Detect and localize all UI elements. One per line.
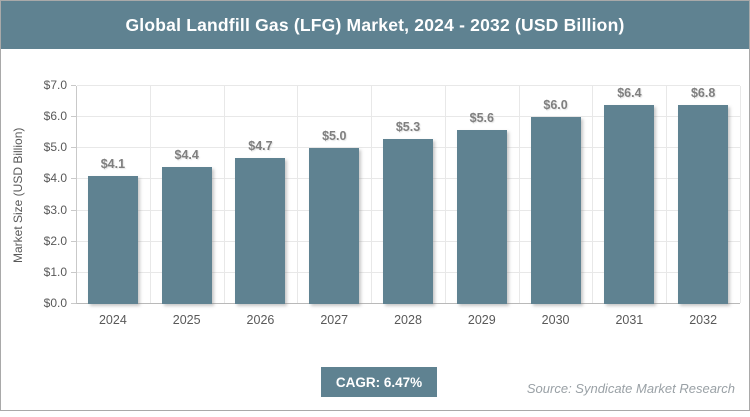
bar-value-label: $6.8	[690, 86, 716, 100]
bar	[678, 105, 729, 304]
bar	[309, 148, 360, 304]
x-tick-label: 2025	[172, 313, 201, 327]
bar-columns: $4.1 $4.4 $4.7 $5.0 $5.3 $5.6 $6.0 $6.4 $6.8	[76, 86, 740, 304]
y-axis-tick	[71, 271, 76, 273]
chart-title: Global Landfill Gas (LFG) Market, 2024 -…	[125, 14, 625, 35]
y-axis-tick	[71, 85, 76, 86]
y-axis-tick	[71, 147, 76, 149]
h-gridline	[77, 116, 740, 118]
bar-column: $4.1	[76, 86, 150, 304]
bar-column: $5.0	[297, 86, 371, 304]
v-gridline	[666, 86, 668, 303]
bar-value-label: $4.1	[100, 157, 126, 172]
bar	[456, 129, 507, 304]
v-gridline	[740, 86, 741, 303]
bar	[530, 117, 581, 304]
v-gridline	[223, 86, 225, 303]
y-tick-label: $6.0	[43, 109, 67, 124]
x-axis-labels: 2024 2025 2026 2027 2028 2029 2030 2031 2032	[76, 313, 740, 327]
v-gridline	[149, 86, 151, 303]
chart-header: Global Landfill Gas (LFG) Market, 2024 -…	[1, 1, 749, 49]
bar-column: $6.0	[519, 86, 593, 304]
bar-column: $6.4	[592, 86, 666, 304]
x-tick-label: 2026	[246, 313, 275, 327]
bar	[235, 157, 286, 304]
x-tick-label: 2027	[320, 313, 349, 327]
bar-value-label: $5.6	[469, 110, 494, 125]
x-tick-label: 2030	[541, 313, 570, 327]
bar	[604, 105, 655, 304]
x-tick-label: 2029	[467, 313, 496, 327]
y-axis-tick	[71, 116, 76, 118]
x-tick-label: 2031	[615, 313, 644, 327]
v-gridline	[444, 86, 446, 303]
v-gridline	[592, 86, 594, 303]
bar-value-label: $6.4	[617, 86, 642, 100]
h-gridline	[77, 85, 740, 86]
v-gridline	[297, 86, 299, 303]
bar-column: $5.6	[445, 86, 519, 304]
x-tick-label: 2024	[98, 313, 127, 327]
bar-value-label: $5.3	[395, 119, 421, 134]
bar-column: $5.3	[371, 86, 445, 304]
bar	[383, 138, 434, 304]
bar-value-label: $4.4	[174, 147, 199, 162]
x-tick-label: 2028	[394, 313, 422, 327]
y-axis-tick	[71, 240, 76, 242]
x-tick-label: 2032	[689, 313, 718, 327]
y-axis-tick	[71, 178, 76, 180]
y-axis-tick	[71, 303, 76, 304]
bar	[87, 176, 138, 304]
y-tick-label: $4.0	[43, 171, 67, 186]
y-tick-label: $3.0	[43, 202, 67, 217]
bar-value-label: $5.0	[322, 129, 347, 144]
cagr-badge: CAGR: 6.47%	[321, 367, 437, 397]
bar-value-label: $4.7	[248, 138, 273, 153]
chart-region: Market Size (USD Billion) $0.0 $1.0 $2.0 $3…	[1, 1, 749, 410]
y-tick-label: $1.0	[43, 264, 67, 279]
y-tick-label: $0.0	[43, 296, 67, 310]
y-tick-label: $2.0	[43, 233, 67, 248]
bar-column: $6.8	[666, 86, 740, 304]
v-gridline	[518, 86, 520, 303]
chart-footer: CAGR: 6.47% Source: Syndicate Market Res…	[1, 359, 749, 410]
bar	[161, 166, 212, 304]
bar-value-label: $6.0	[543, 98, 568, 113]
y-tick-label: $5.0	[43, 140, 67, 155]
source-credit: Source: Syndicate Market Research	[526, 381, 735, 396]
v-gridline	[371, 86, 373, 303]
bar-column: $4.7	[224, 86, 298, 304]
y-tick-label: $7.0	[43, 78, 67, 92]
bar-column: $4.4	[150, 86, 224, 304]
y-axis-tick	[71, 209, 76, 211]
